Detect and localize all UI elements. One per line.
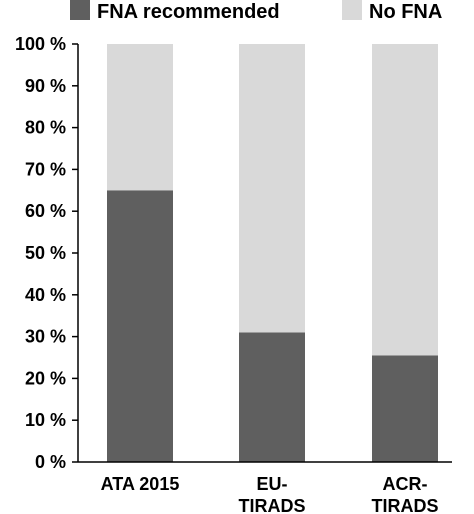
- x-category-label: ATA 2015: [101, 474, 180, 494]
- bar-no-fna-2: [239, 44, 305, 333]
- y-tick-label: 100 %: [15, 34, 66, 54]
- x-axis: ATA 2015 EU- TIRADS ACR- TIRADS: [78, 461, 452, 514]
- legend-label-1: FNA recommended: [97, 1, 280, 23]
- legend-swatch-1: [70, 0, 90, 20]
- bars: [107, 44, 438, 463]
- y-tick-label: 70 %: [25, 159, 66, 179]
- y-axis: 0 % 10 % 20 % 30 % 40 % 50 % 60 % 70 % 80 % 90 % 1…: [15, 34, 79, 472]
- y-tick-label: 50 %: [25, 243, 66, 263]
- bar-fna-recommended-3: [372, 355, 438, 462]
- x-category-label: ACR-: [383, 474, 428, 494]
- legend-label-2: No FNA: [369, 1, 442, 23]
- x-category-label: TIRADS: [239, 496, 306, 514]
- x-category-label: EU-: [257, 474, 288, 494]
- y-tick-label: 30 %: [25, 327, 66, 347]
- legend-swatch-2: [342, 0, 362, 20]
- y-tick-label: 0 %: [35, 452, 66, 472]
- y-tick-label: 60 %: [25, 201, 66, 221]
- legend: FNA recommended No FNA: [70, 0, 442, 23]
- y-tick-label: 90 %: [25, 76, 66, 96]
- bar-no-fna-1: [107, 44, 173, 191]
- y-tick-label: 40 %: [25, 285, 66, 305]
- bar-fna-recommended-2: [239, 332, 305, 462]
- y-tick-label: 20 %: [25, 368, 66, 388]
- bar-no-fna-3: [372, 44, 438, 356]
- x-category-label: TIRADS: [372, 496, 439, 514]
- y-tick-label: 10 %: [25, 410, 66, 430]
- y-tick-label: 80 %: [25, 118, 66, 138]
- bar-fna-recommended-1: [107, 190, 173, 463]
